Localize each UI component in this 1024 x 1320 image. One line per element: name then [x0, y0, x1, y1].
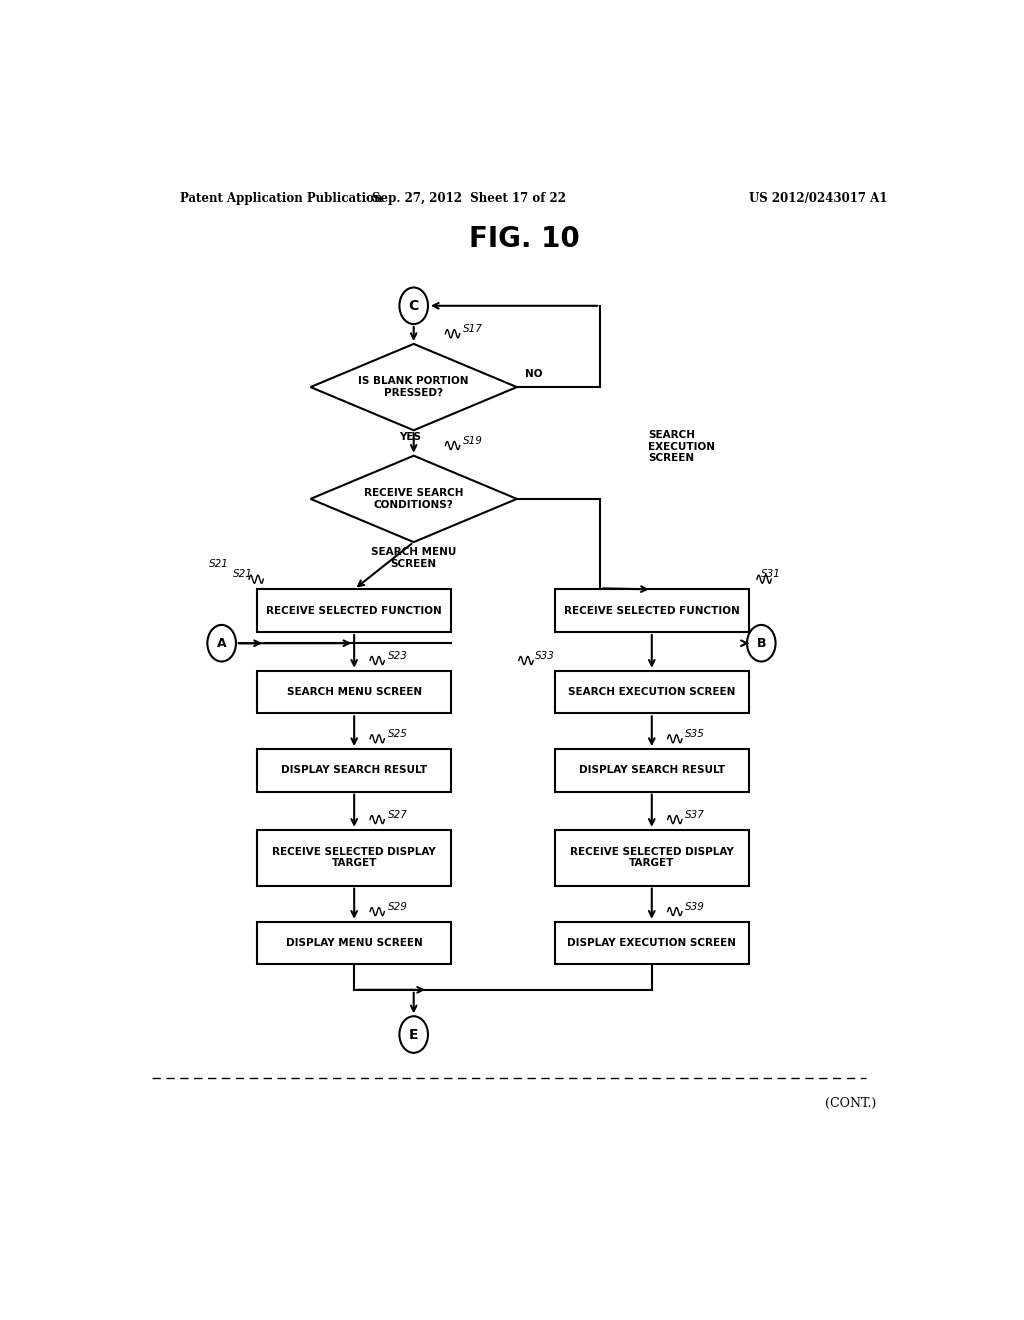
Text: Patent Application Publication: Patent Application Publication	[179, 191, 382, 205]
Text: SEARCH MENU
SCREEN: SEARCH MENU SCREEN	[371, 548, 457, 569]
Text: S23: S23	[387, 651, 408, 660]
Text: A: A	[217, 636, 226, 649]
Text: DISPLAY SEARCH RESULT: DISPLAY SEARCH RESULT	[579, 766, 725, 775]
Text: S31: S31	[761, 569, 780, 579]
Bar	[555, 830, 749, 886]
Text: S17: S17	[463, 323, 482, 334]
Text: SEARCH MENU SCREEN: SEARCH MENU SCREEN	[287, 686, 422, 697]
Text: US 2012/0243017 A1: US 2012/0243017 A1	[750, 191, 888, 205]
Text: S35: S35	[685, 729, 705, 739]
Text: S39: S39	[685, 902, 705, 912]
Text: S27: S27	[387, 809, 408, 820]
Bar	[555, 589, 749, 632]
Bar	[555, 748, 749, 792]
Text: S25: S25	[387, 729, 408, 739]
Text: RECEIVE SELECTED FUNCTION: RECEIVE SELECTED FUNCTION	[266, 606, 442, 615]
Text: YES: YES	[398, 433, 421, 442]
Text: RECEIVE SELECTED DISPLAY
TARGET: RECEIVE SELECTED DISPLAY TARGET	[570, 847, 733, 869]
Text: DISPLAY MENU SCREEN: DISPLAY MENU SCREEN	[286, 939, 423, 948]
Text: DISPLAY SEARCH RESULT: DISPLAY SEARCH RESULT	[282, 766, 427, 775]
Text: E: E	[409, 1027, 419, 1041]
Text: S33: S33	[535, 651, 555, 660]
Text: NO: NO	[524, 370, 543, 379]
Text: C: C	[409, 298, 419, 313]
Bar	[555, 671, 749, 713]
Text: S37: S37	[685, 809, 705, 820]
Bar	[257, 589, 452, 632]
Text: Sep. 27, 2012  Sheet 17 of 22: Sep. 27, 2012 Sheet 17 of 22	[373, 191, 566, 205]
Bar	[555, 921, 749, 965]
Text: RECEIVE SELECTED FUNCTION: RECEIVE SELECTED FUNCTION	[564, 606, 739, 615]
Text: IS BLANK PORTION
PRESSED?: IS BLANK PORTION PRESSED?	[358, 376, 469, 397]
Bar	[257, 671, 452, 713]
Text: RECEIVE SELECTED DISPLAY
TARGET: RECEIVE SELECTED DISPLAY TARGET	[272, 847, 436, 869]
Text: B: B	[757, 636, 766, 649]
Text: RECEIVE SEARCH
CONDITIONS?: RECEIVE SEARCH CONDITIONS?	[364, 488, 464, 510]
Bar	[257, 748, 452, 792]
Text: S21: S21	[209, 560, 229, 569]
Text: S19: S19	[463, 436, 482, 446]
Text: DISPLAY EXECUTION SCREEN: DISPLAY EXECUTION SCREEN	[567, 939, 736, 948]
Bar	[257, 921, 452, 965]
Bar	[257, 830, 452, 886]
Text: FIG. 10: FIG. 10	[469, 224, 581, 252]
Text: S21: S21	[233, 569, 253, 579]
Text: SEARCH
EXECUTION
SCREEN: SEARCH EXECUTION SCREEN	[648, 430, 715, 463]
Text: (CONT.): (CONT.)	[824, 1097, 876, 1110]
Text: S29: S29	[387, 902, 408, 912]
Text: SEARCH EXECUTION SCREEN: SEARCH EXECUTION SCREEN	[568, 686, 735, 697]
